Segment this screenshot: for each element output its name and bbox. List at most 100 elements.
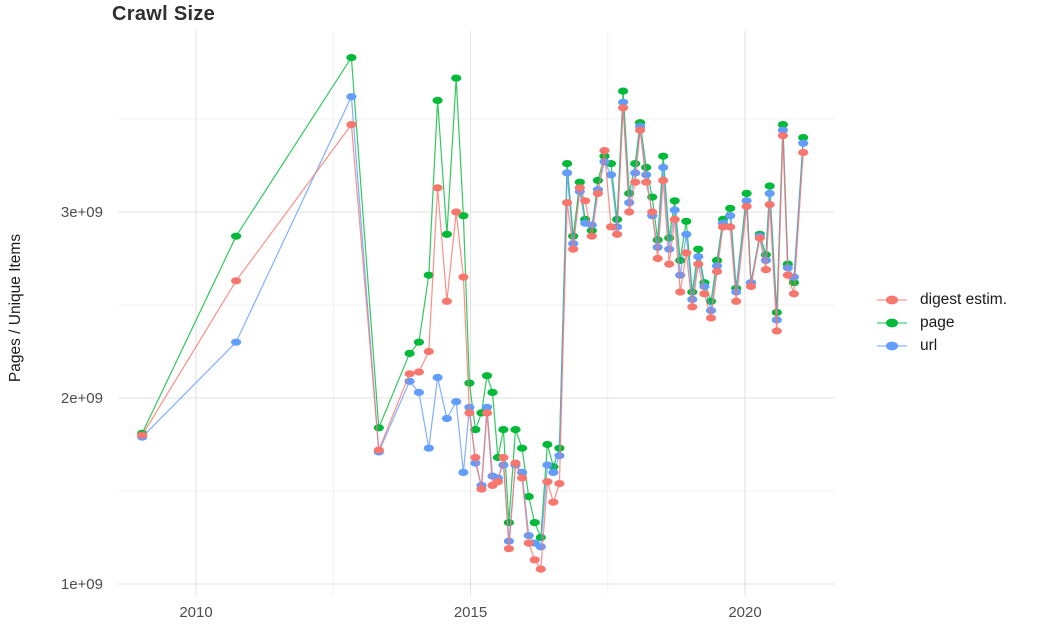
legend-key-dot [886,295,898,305]
chart-title: Crawl Size [112,3,216,25]
data-point-digest-estim [464,409,475,417]
data-point-digest-estim [618,104,629,112]
data-point-page [641,163,652,171]
series-line-digest-estim [141,107,804,571]
data-point-digest-estim [498,453,509,462]
data-point-url [470,459,481,467]
data-point-page [725,204,736,212]
data-point-url [605,171,617,179]
data-point-url [231,338,242,346]
series-line-url [141,94,804,548]
data-point-digest-estim [373,446,384,454]
data-point-page [675,256,686,264]
data-point-digest-estim [725,223,736,231]
data-point-digest-estim [413,368,424,376]
legend-label-url: url [920,337,938,354]
data-point-page [562,160,573,168]
legend-key-dot [886,341,898,351]
data-point-url [458,468,469,476]
data-point-url [432,373,443,382]
data-point-digest-estim [432,184,443,192]
data-point-page [529,519,540,527]
data-point-url [705,307,717,315]
data-point-page [464,379,475,387]
legend: digest estim. page url [876,291,1007,355]
legend-label-digest-estim: digest estim. [920,291,1008,308]
data-point-digest-estim [599,147,610,155]
data-point-url [725,212,736,220]
data-point-url [441,414,452,423]
data-point-url [554,452,565,460]
data-point-digest-estim [687,303,698,311]
data-point-page [693,245,704,253]
x-tick-label: 2010 [179,604,212,621]
data-point-digest-estim [782,271,793,279]
data-point-url [586,221,597,229]
data-point-digest-estim [798,148,809,157]
data-point-page [481,372,493,380]
data-point-url [664,245,675,253]
data-point-page [510,426,521,434]
data-point-page [503,519,514,527]
data-point-page [764,182,775,190]
data-point-url [777,126,789,134]
data-point-digest-estim [231,277,242,285]
data-point-digest-estim [652,254,663,263]
data-point-page [432,96,443,104]
data-point-digest-estim [675,288,686,296]
data-point-url [423,444,434,452]
data-point-url [413,388,424,396]
data-point-page [711,256,723,264]
data-point-page [441,230,452,238]
data-point-digest-estim [705,314,717,322]
data-point-digest-estim [612,230,623,238]
data-point-digest-estim [592,189,604,197]
data-point-digest-estim [771,327,782,335]
y-tick-label: 1e+09 [61,576,103,593]
data-point-digest-estim [681,249,692,257]
data-point-page [681,217,692,225]
data-point-page [574,178,585,186]
data-point-url [652,243,663,251]
data-point-url [630,169,641,177]
data-point-digest-estim [669,215,680,223]
x-tick-label: 2020 [728,604,761,621]
data-point-page [630,160,641,168]
data-point-digest-estim [523,539,534,547]
data-point-url [681,230,692,238]
data-point-page [413,338,424,346]
data-point-page [798,134,809,142]
data-point-page [451,74,462,82]
data-point-url [517,468,528,476]
data-point-page [777,121,789,129]
legend-key-digest-estim-icon [877,295,907,305]
data-point-digest-estim [586,232,597,240]
data-point-digest-estim [441,297,452,305]
data-point-page [592,176,604,184]
data-point-digest-estim [510,459,521,467]
data-point-url [535,543,546,551]
data-point-url [687,295,698,303]
data-point-digest-estim [731,297,742,305]
data-point-page [658,152,669,160]
x-tick-label: 2015 [454,604,487,621]
data-point-digest-estim [760,266,772,274]
data-point-digest-estim [404,370,415,378]
legend-label-page: page [920,314,955,331]
data-point-url [764,189,775,197]
data-point-digest-estim [605,223,617,231]
legend-item-digest-estim: digest estim. [876,291,1007,309]
data-point-digest-estim [535,565,546,573]
data-point-digest-estim [788,290,800,298]
data-point-digest-estim [647,208,658,216]
data-point-digest-estim [423,347,434,356]
data-point-digest-estim [137,431,148,439]
data-point-digest-estim [641,178,652,186]
data-point-digest-estim [745,282,757,290]
data-point-digest-estim [764,201,775,209]
data-point-digest-estim [711,267,723,276]
data-point-url [451,398,462,406]
data-point-page [523,493,534,501]
data-point-page [618,87,629,95]
